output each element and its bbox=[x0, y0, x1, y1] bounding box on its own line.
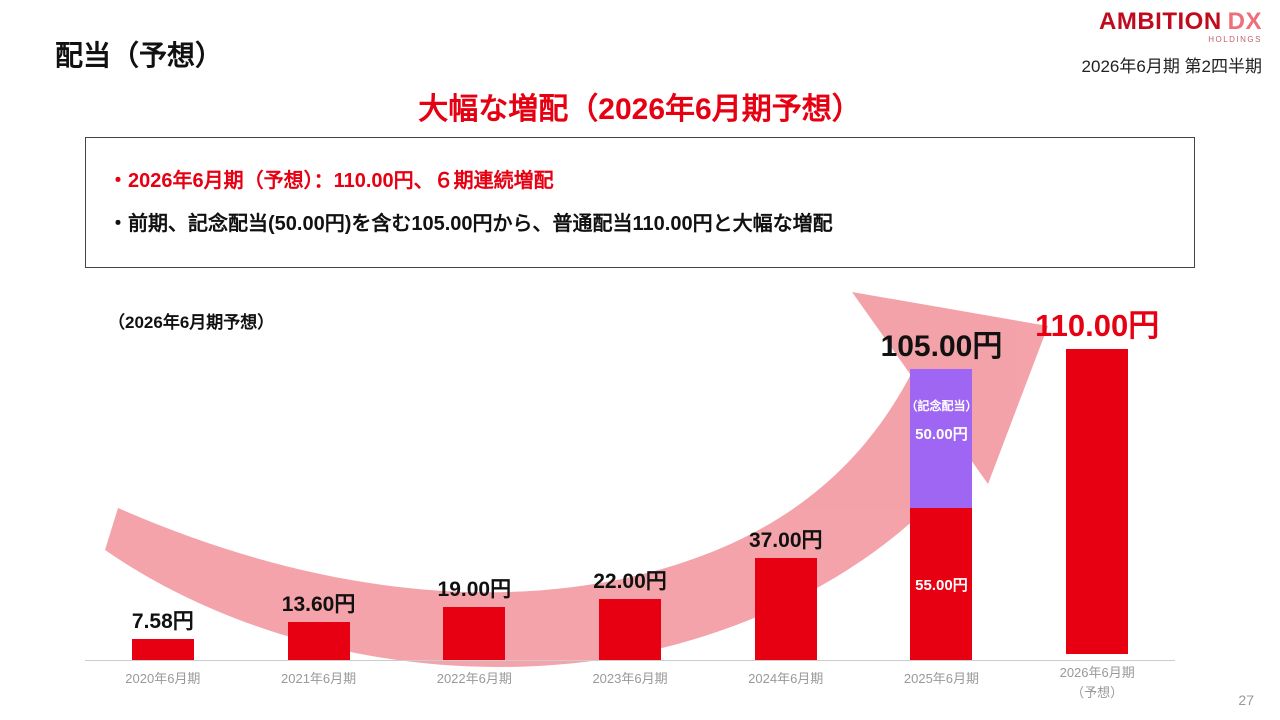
x-axis-label: 2023年6月期 bbox=[592, 671, 668, 686]
dividend-bar-forecast bbox=[1066, 349, 1129, 654]
summary-bullet-2: ・前期、記念配当(50.00円)を含む105.00円から、普通配当110.00円… bbox=[108, 213, 833, 235]
commemorative-caption: （記念配当） bbox=[905, 399, 978, 413]
fiscal-period-label: 2026年6月期 第2四半期 bbox=[1081, 57, 1262, 76]
bar-value-label: 37.00円 bbox=[748, 529, 823, 552]
dividend-bar-chart: 7.58円 2020年6月期 13.60円 2021年6月期 19.00円 20… bbox=[85, 290, 1175, 702]
chart-baseline bbox=[85, 660, 1175, 661]
x-axis-label: 2020年6月期 bbox=[125, 671, 201, 686]
logo-brand-text: AMBITION bbox=[1099, 8, 1222, 35]
stacked-dividend-bar: （記念配当） 50.00円 55.00円 bbox=[905, 369, 977, 660]
ordinary-dividend-segment: 55.00円 bbox=[910, 508, 973, 660]
dividend-bar bbox=[754, 558, 817, 660]
bar-column-2026-forecast: 110.00円 2026年6月期 （予想） bbox=[1019, 290, 1175, 702]
x-axis-label-forecast-suffix: （予想） bbox=[1071, 684, 1124, 700]
logo-holdings-text: HOLDINGS bbox=[1208, 35, 1262, 44]
commemorative-dividend-segment: （記念配当） 50.00円 bbox=[905, 369, 977, 508]
dividend-bar bbox=[131, 639, 194, 660]
bar-column-2022: 19.00円 2022年6月期 bbox=[396, 290, 552, 702]
page-number: 27 bbox=[1238, 692, 1254, 708]
x-axis-label: 2021年6月期 bbox=[281, 671, 357, 686]
x-axis-label: 2024年6月期 bbox=[748, 671, 824, 686]
dividend-bar bbox=[599, 599, 662, 660]
dividend-bar bbox=[287, 622, 350, 660]
bar-value-label: 22.00円 bbox=[593, 570, 667, 593]
bar-value-label: 7.58円 bbox=[131, 610, 194, 633]
summary-box: ・2026年6月期（予想）：110.00円、６期連続増配 ・前期、記念配当(50… bbox=[85, 137, 1195, 268]
logo-wordmark: AMBITION DX bbox=[1099, 10, 1262, 34]
bar-value-label-110: 110.00円 bbox=[1035, 308, 1160, 343]
bar-column-2025: 105.00円 （記念配当） 50.00円 55.00円 2025年6月期 bbox=[864, 290, 1020, 702]
ordinary-value: 55.00円 bbox=[915, 576, 968, 594]
x-axis-label: 2025年6月期 bbox=[903, 671, 980, 686]
company-logo: AMBITION DX HOLDINGS bbox=[1099, 10, 1262, 44]
bar-column-2020: 7.58円 2020年6月期 bbox=[85, 290, 241, 702]
bar-column-2024: 37.00円 2024年6月期 bbox=[708, 290, 864, 702]
chart-note: （2026年6月期予想） bbox=[108, 313, 275, 332]
bar-column-2023: 22.00円 2023年6月期 bbox=[552, 290, 708, 702]
summary-bullet-1: ・2026年6月期（予想）：110.00円、６期連続増配 bbox=[108, 170, 554, 192]
dividend-bar bbox=[443, 607, 506, 660]
slide-headline: 大幅な増配（2026年6月期予想） bbox=[418, 93, 862, 126]
commemorative-value: 50.00円 bbox=[915, 426, 968, 443]
bar-value-label-105: 105.00円 bbox=[880, 330, 1003, 363]
page-title: 配当（予想） bbox=[55, 40, 224, 71]
x-axis-label: 2022年6月期 bbox=[436, 671, 512, 686]
bar-column-2021: 13.60円 2021年6月期 bbox=[241, 290, 397, 702]
x-axis-label: 2026年6月期 （予想） bbox=[1060, 663, 1135, 702]
x-axis-label-year: 2026年6月期 bbox=[1059, 665, 1135, 680]
bar-value-label: 19.00円 bbox=[437, 578, 512, 601]
bar-value-label: 13.60円 bbox=[281, 593, 356, 616]
logo-brand-suffix-text: DX bbox=[1227, 8, 1262, 35]
